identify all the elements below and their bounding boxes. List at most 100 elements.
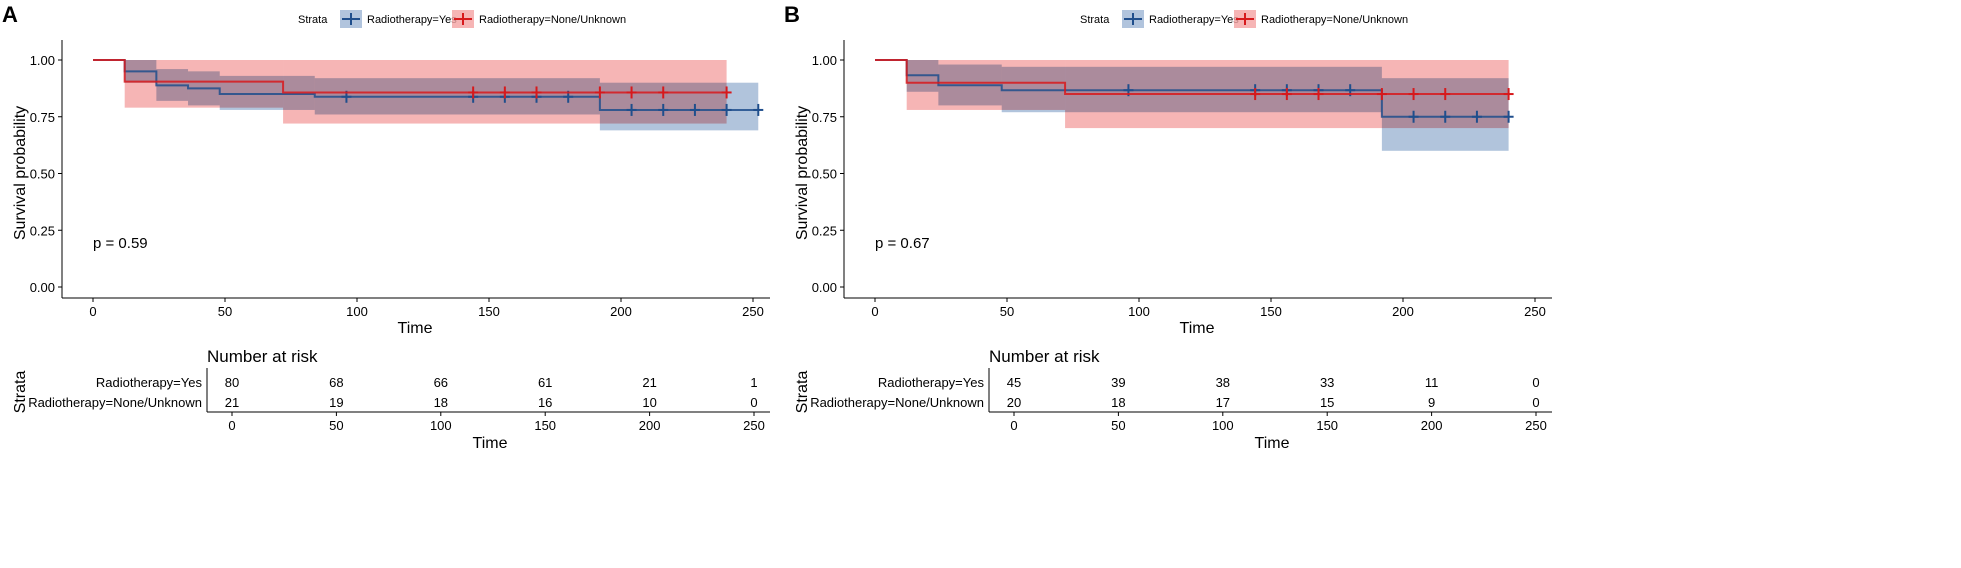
x-tick-label: 0	[89, 304, 96, 319]
censor-mark	[499, 86, 510, 99]
risk-x-tick-label: 50	[329, 418, 343, 433]
censor-mark	[1408, 88, 1419, 101]
risk-x-tick-label: 200	[639, 418, 661, 433]
y-tick-label: 0.50	[30, 167, 55, 182]
censor-mark	[658, 103, 669, 116]
y-tick-label: 1.00	[30, 53, 55, 68]
y-tick-label: 1.00	[812, 53, 837, 68]
legend-label: Radiotherapy=Yes	[1149, 14, 1239, 26]
censor-mark	[753, 103, 764, 116]
x-tick-label: 250	[742, 304, 764, 319]
risk-x-tick-label: 50	[1111, 418, 1125, 433]
risk-count: 20	[1007, 395, 1021, 410]
censor-mark	[1471, 110, 1482, 123]
panel-label: A	[2, 2, 18, 27]
y-tick-label: 0.00	[30, 280, 55, 295]
risk-count: 39	[1111, 375, 1125, 390]
legend-entry: Radiotherapy=Yes	[340, 10, 457, 28]
legend-label: Radiotherapy=None/Unknown	[1261, 14, 1408, 26]
censor-mark	[1408, 110, 1419, 123]
censor-mark	[689, 103, 700, 116]
survival-curve	[875, 59, 1509, 96]
risk-table-y-title: Strata	[794, 371, 811, 414]
x-tick-label: 150	[478, 304, 500, 319]
risk-x-tick-label: 250	[743, 418, 765, 433]
legend-entry: Radiotherapy=None/Unknown	[1234, 10, 1408, 28]
censor-mark	[1503, 110, 1514, 123]
risk-count: 18	[1111, 395, 1125, 410]
risk-x-tick-label: 100	[1212, 418, 1234, 433]
censor-mark	[1250, 88, 1261, 101]
risk-x-tick-label: 200	[1421, 418, 1443, 433]
risk-row-label: Radiotherapy=Yes	[96, 375, 203, 390]
risk-row-label: Radiotherapy=None/Unknown	[810, 395, 984, 410]
y-axis-title: Survival probability	[794, 106, 811, 240]
censor-mark	[594, 86, 605, 99]
risk-count: 68	[329, 375, 343, 390]
legend-label: Radiotherapy=None/Unknown	[479, 14, 626, 26]
risk-count: 15	[1320, 395, 1334, 410]
risk-x-tick-label: 0	[1010, 418, 1017, 433]
risk-count: 80	[225, 375, 239, 390]
risk-count: 0	[1532, 395, 1539, 410]
x-tick-label: 50	[218, 304, 232, 319]
risk-x-tick-label: 100	[430, 418, 452, 433]
risk-count: 0	[750, 395, 757, 410]
risk-count: 21	[225, 395, 239, 410]
risk-count: 45	[1007, 375, 1021, 390]
x-axis-title: Time	[1180, 320, 1215, 337]
risk-table-x-title: Time	[473, 435, 508, 452]
legend-label: Radiotherapy=Yes	[367, 14, 457, 26]
survival-curve	[93, 59, 759, 111]
legend-title: Strata	[1080, 14, 1110, 26]
risk-row-label: Radiotherapy=Yes	[878, 375, 985, 390]
risk-count: 66	[434, 375, 448, 390]
risk-count: 10	[642, 395, 656, 410]
p-value-annotation: p = 0.59	[93, 235, 148, 252]
censor-mark	[468, 86, 479, 99]
censor-mark	[626, 103, 637, 116]
risk-count: 0	[1532, 375, 1539, 390]
risk-x-tick-label: 250	[1525, 418, 1547, 433]
risk-x-tick-label: 150	[534, 418, 556, 433]
x-tick-label: 100	[1128, 304, 1150, 319]
risk-row-label: Radiotherapy=None/Unknown	[28, 395, 202, 410]
y-tick-label: 0.25	[812, 223, 837, 238]
risk-x-tick-label: 150	[1316, 418, 1338, 433]
y-tick-label: 0.25	[30, 223, 55, 238]
risk-count: 18	[434, 395, 448, 410]
risk-table-title: Number at risk	[989, 347, 1100, 366]
legend: Strata Radiotherapy=Yes Radiotherapy=None/…	[1080, 10, 1408, 28]
p-value-annotation: p = 0.67	[875, 235, 930, 252]
risk-table-y-title: Strata	[12, 371, 29, 414]
panel-label: B	[784, 2, 800, 27]
y-tick-label: 0.50	[812, 167, 837, 182]
censor-mark	[721, 86, 732, 99]
survival-curve	[93, 59, 727, 94]
legend: Strata Radiotherapy=Yes Radiotherapy=None/…	[298, 10, 626, 28]
x-tick-label: 100	[346, 304, 368, 319]
x-tick-label: 0	[871, 304, 878, 319]
y-axis-title: Survival probability	[12, 106, 29, 240]
y-tick-label: 0.00	[812, 280, 837, 295]
km-panel-A: A Strata Radiotherapy=Yes Radiotherapy=None…	[2, 2, 770, 452]
x-axis-title: Time	[398, 320, 433, 337]
risk-count: 17	[1216, 395, 1230, 410]
risk-count: 61	[538, 375, 552, 390]
ci-band	[599, 82, 759, 131]
risk-x-tick-label: 0	[228, 418, 235, 433]
risk-count: 11	[1425, 375, 1439, 390]
legend-entry: Radiotherapy=Yes	[1122, 10, 1239, 28]
risk-table-x-title: Time	[1255, 435, 1290, 452]
y-tick-label: 0.75	[30, 110, 55, 125]
km-panel-B: B Strata Radiotherapy=Yes Radiotherapy=None…	[784, 2, 1552, 452]
risk-count: 21	[642, 375, 656, 390]
x-tick-label: 200	[1392, 304, 1414, 319]
risk-count: 38	[1216, 375, 1230, 390]
censor-mark	[1313, 88, 1324, 101]
x-tick-label: 250	[1524, 304, 1546, 319]
legend-title: Strata	[298, 14, 328, 26]
censor-mark	[1440, 88, 1451, 101]
risk-count: 33	[1320, 375, 1334, 390]
